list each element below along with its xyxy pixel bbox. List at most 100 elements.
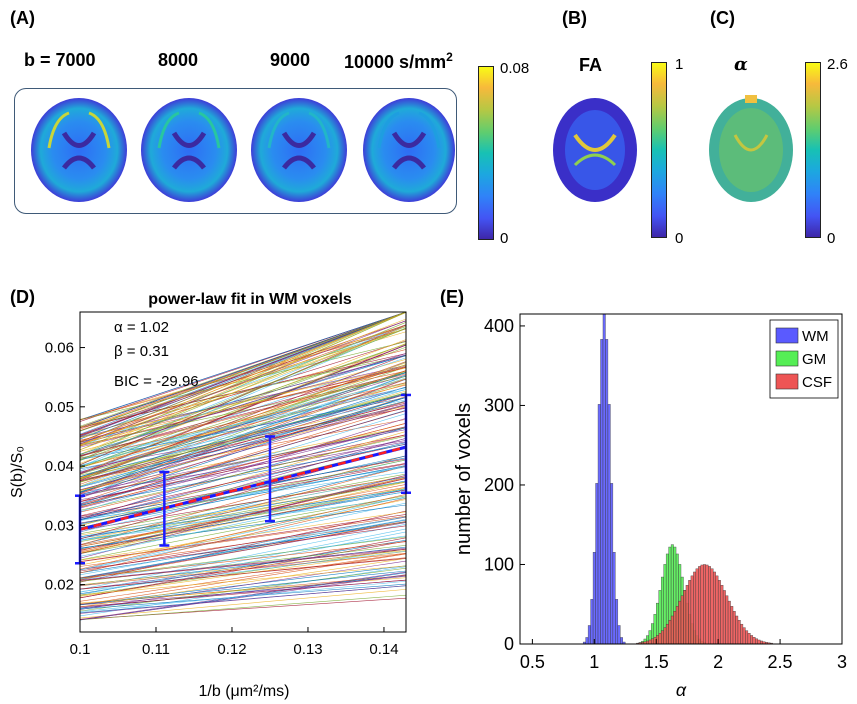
chart-d-title: power-law fit in WM voxels xyxy=(148,291,352,308)
voxel-fit-line xyxy=(79,413,407,512)
voxel-fit-line xyxy=(79,522,407,579)
y-tick-label: 0 xyxy=(504,634,514,654)
y-tick-label: 0.03 xyxy=(45,517,74,534)
voxel-fit-line xyxy=(79,379,407,466)
voxel-fit-line xyxy=(79,440,407,495)
histogram-bar-wm xyxy=(595,483,599,645)
chart-e: 0.5 1 1.5 2 2.5 3 0 100 200 300 400 WM GM CSF α num… xyxy=(453,313,847,700)
voxel-fit-line xyxy=(79,320,407,445)
histogram-bar-csf xyxy=(720,585,724,645)
panel-c-letter: (C) xyxy=(710,8,735,28)
histogram-bar-csf xyxy=(755,638,758,645)
voxel-fit-line xyxy=(79,491,407,550)
x-tick-label: 0.12 xyxy=(217,641,246,658)
x-tick-label: 0.11 xyxy=(142,641,170,658)
histogram-bar-csf xyxy=(745,630,749,645)
voxel-fit-line xyxy=(79,481,407,554)
chart-d-ylabel: S(b)/S₀ xyxy=(9,446,26,498)
chart-e-axes-box xyxy=(519,313,843,645)
voxel-fit-line xyxy=(79,475,407,541)
histogram-bar-csf xyxy=(651,638,654,645)
brain-slice-7000 xyxy=(31,98,127,202)
x-tick-label: 1.5 xyxy=(644,652,669,672)
y-tick-label: 0.04 xyxy=(45,458,74,475)
histogram-bar-csf xyxy=(732,611,736,645)
legend-swatch-wm xyxy=(775,327,799,344)
legend-label-csf: CSF xyxy=(802,374,832,391)
y-tick-label: 200 xyxy=(484,475,514,495)
voxel-fit-line xyxy=(79,498,407,574)
histogram-bar-csf xyxy=(752,637,756,645)
voxel-fit-line xyxy=(79,326,407,420)
voxel-fit-line xyxy=(79,366,407,457)
voxel-fit-line xyxy=(79,550,407,586)
voxel-fit-line xyxy=(79,528,407,593)
voxel-fit-line xyxy=(79,389,407,488)
histogram-bar-csf xyxy=(757,639,761,645)
voxel-fit-line xyxy=(79,438,407,521)
histogram-bar-wm xyxy=(600,339,604,645)
voxel-fit-line xyxy=(79,402,407,482)
voxel-fit-line xyxy=(79,553,407,602)
histogram-bar-csf xyxy=(703,564,706,645)
voxel-fit-line xyxy=(79,553,407,606)
histogram-bar-csf xyxy=(713,571,716,645)
brain-map-frame xyxy=(14,88,457,214)
chart-d-annotation-bic: BIC = -29.96 xyxy=(114,373,199,390)
voxel-fit-line xyxy=(79,521,407,574)
histogram-bar-csf xyxy=(670,615,674,645)
voxel-fit-line xyxy=(79,525,407,570)
y-tick-label: 100 xyxy=(484,554,514,574)
histogram-bar-csf xyxy=(673,611,677,645)
voxel-fit-line xyxy=(79,370,407,493)
power-law-fit-line xyxy=(79,445,407,531)
fa-brain-map xyxy=(553,98,637,202)
voxel-fit-line xyxy=(79,378,407,495)
panel-a-letter: (A) xyxy=(10,8,35,28)
histogram-bar-csf xyxy=(678,600,682,645)
voxel-fit-line xyxy=(79,406,407,507)
voxel-fit-line xyxy=(79,378,407,499)
voxel-fit-line xyxy=(79,558,407,608)
voxel-fit-line xyxy=(79,442,407,521)
chart-e-y-ticks: 0 100 200 300 400 xyxy=(484,316,525,654)
voxel-fit-line xyxy=(79,567,407,612)
b-value-label-7000: b = 7000 xyxy=(24,50,96,70)
y-tick-label: 300 xyxy=(484,395,514,415)
histogram-bar-csf xyxy=(750,635,754,645)
histogram-bar-csf xyxy=(683,590,687,645)
histogram-bar-csf xyxy=(663,627,667,645)
voxel-fit-line xyxy=(79,394,407,477)
histogram-bar-csf xyxy=(725,595,729,645)
voxel-fit-line xyxy=(79,397,407,496)
voxel-fit-line xyxy=(79,548,407,582)
voxel-fit-line xyxy=(79,594,407,621)
histogram-bar-wm xyxy=(617,625,621,645)
voxel-fit-line xyxy=(79,463,407,518)
histogram-bar-wm xyxy=(592,552,596,645)
x-tick-label: 2.5 xyxy=(768,652,793,672)
voxel-fit-line xyxy=(79,535,407,581)
panel-e-letter: (E) xyxy=(440,287,464,307)
voxel-fit-line xyxy=(79,405,407,476)
b-unit-exponent: 2 xyxy=(446,50,453,64)
voxel-fit-line xyxy=(79,327,407,468)
legend-label-wm: WM xyxy=(802,328,829,345)
voxel-fit-line xyxy=(79,574,407,621)
histogram-bar-csf xyxy=(710,568,714,645)
voxel-fit-line xyxy=(79,311,407,429)
alpha-brain-map xyxy=(709,95,793,202)
voxel-fit-line xyxy=(79,353,407,429)
voxel-fit-line xyxy=(79,328,407,421)
histogram-bar-wm xyxy=(620,637,623,645)
voxel-fit-line xyxy=(79,374,407,474)
colorbar-b-max: 1 xyxy=(675,56,684,73)
legend-swatch-gm xyxy=(775,350,799,367)
voxel-fit-line xyxy=(79,431,407,527)
b-value-label-10000: 10000 s/mm2 xyxy=(344,50,453,73)
voxel-fit-line xyxy=(79,496,407,571)
b-value-label-8000: 8000 xyxy=(158,50,199,70)
colorbar-c-max: 2.6 xyxy=(827,56,848,73)
brain-slice-8000 xyxy=(141,98,237,202)
voxel-fit-line xyxy=(79,327,407,451)
